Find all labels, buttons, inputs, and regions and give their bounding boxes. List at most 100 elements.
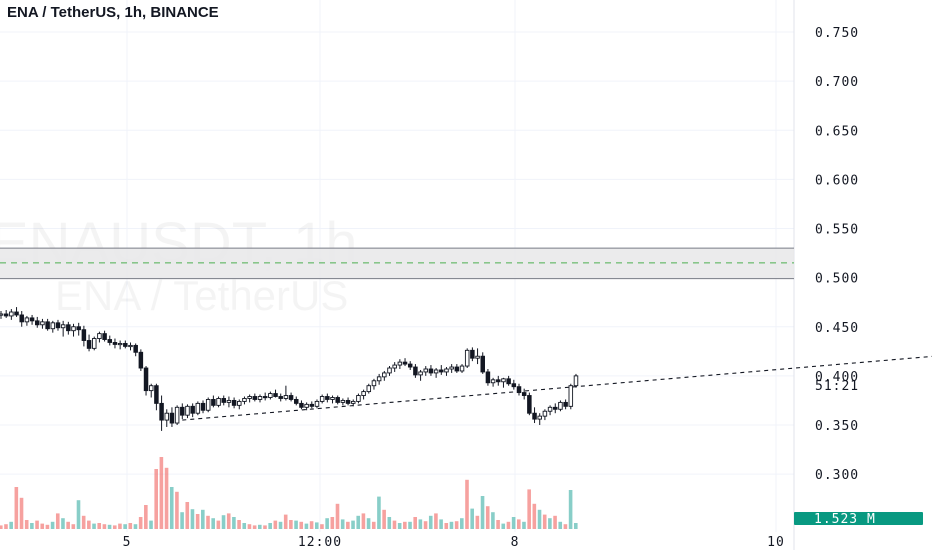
trendlines[interactable] [182,348,932,421]
candle [449,364,454,373]
volume-bar [299,521,304,529]
candle [148,383,154,398]
candle-body [205,399,211,411]
volume-bar [50,521,55,529]
candle [40,318,45,329]
candle [496,375,501,386]
candle [247,394,252,403]
volume-bar [418,519,423,529]
price-tick-label: 0.500 [815,272,859,287]
candle [3,310,9,318]
candle-body [221,398,226,403]
volume-bar [159,457,164,529]
candle [133,343,138,357]
candle-body [444,368,449,373]
volume-bar [356,515,361,529]
volume-bar [263,525,267,529]
candle [50,320,56,333]
candle [501,377,506,388]
volume-bar [19,497,24,529]
price-tick-label: 0.600 [815,173,859,188]
candle-body [459,365,465,372]
candle [470,347,475,362]
candle [459,364,465,373]
volume-bar [542,514,547,529]
support-zone[interactable] [0,247,794,280]
candle-body [190,405,195,414]
volume-bar [175,491,179,529]
volume-bar [377,496,381,529]
candle [335,395,340,405]
volume-bar [242,523,247,529]
candle-body [55,322,61,329]
volume-bar [232,517,236,529]
candle [397,359,403,369]
candle-body [123,343,128,347]
volume-bar [97,523,102,529]
volume-bar [278,521,283,529]
candle [81,325,87,347]
volume-badge-text: 1.523 M [814,512,876,527]
volume-bar [81,515,86,529]
candle-body [76,326,81,331]
candle-body [29,317,35,322]
candle-body [309,403,315,407]
candle [180,403,185,420]
candle-body [449,366,454,370]
candle-body [418,371,423,376]
candle [480,352,485,374]
volume-bar [92,523,96,529]
candle-body [154,385,159,404]
candle-body [325,396,330,400]
price-countdown-label: 51:21 [815,379,858,394]
candle-body [304,403,309,408]
volume-bar [294,520,298,529]
volume-bar [568,490,573,529]
candle-body [278,396,283,399]
volume-bar [226,513,231,529]
candle [371,378,377,390]
trendline[interactable] [182,348,932,421]
candle-body [91,338,97,349]
price-tick-label: 0.350 [815,419,859,434]
candle-body [573,375,579,387]
volume-bar [491,512,495,529]
candle-body [216,398,221,406]
candle [76,322,81,336]
candle [0,311,4,319]
candle-body [340,399,346,403]
volume-bar [258,524,262,529]
candle-body [330,397,335,400]
candle [506,375,511,386]
candle [366,383,372,394]
volume-bar [304,523,309,529]
candle [283,385,289,401]
candle [102,330,107,342]
volume-bar [335,503,340,529]
candle [164,409,170,427]
volume-bar [517,519,521,529]
candle-body [501,378,506,383]
candle-body [66,324,71,332]
price-axis[interactable]: 0.750 0.700 0.650 0.600 0.550 0.500 0.450 0.400… [815,26,859,483]
candle-body [527,395,532,414]
candle [112,338,118,349]
volume-bar [537,509,542,529]
volume-badge: 1.523 M [794,512,923,527]
candle-body [128,344,133,348]
volume-bar [496,520,500,529]
candle [413,364,418,378]
volume-bar [501,523,506,529]
candle [558,400,563,412]
volume-bar [330,517,335,529]
candle-body [164,412,170,421]
volume-bar [408,521,412,529]
volume-bar [71,524,76,529]
candle [299,400,304,410]
candle [573,373,579,388]
candle [216,396,221,408]
candle-body [180,406,185,416]
time-axis[interactable]: 5 12:00 8 10 [123,535,785,550]
volume-bar [35,520,39,529]
